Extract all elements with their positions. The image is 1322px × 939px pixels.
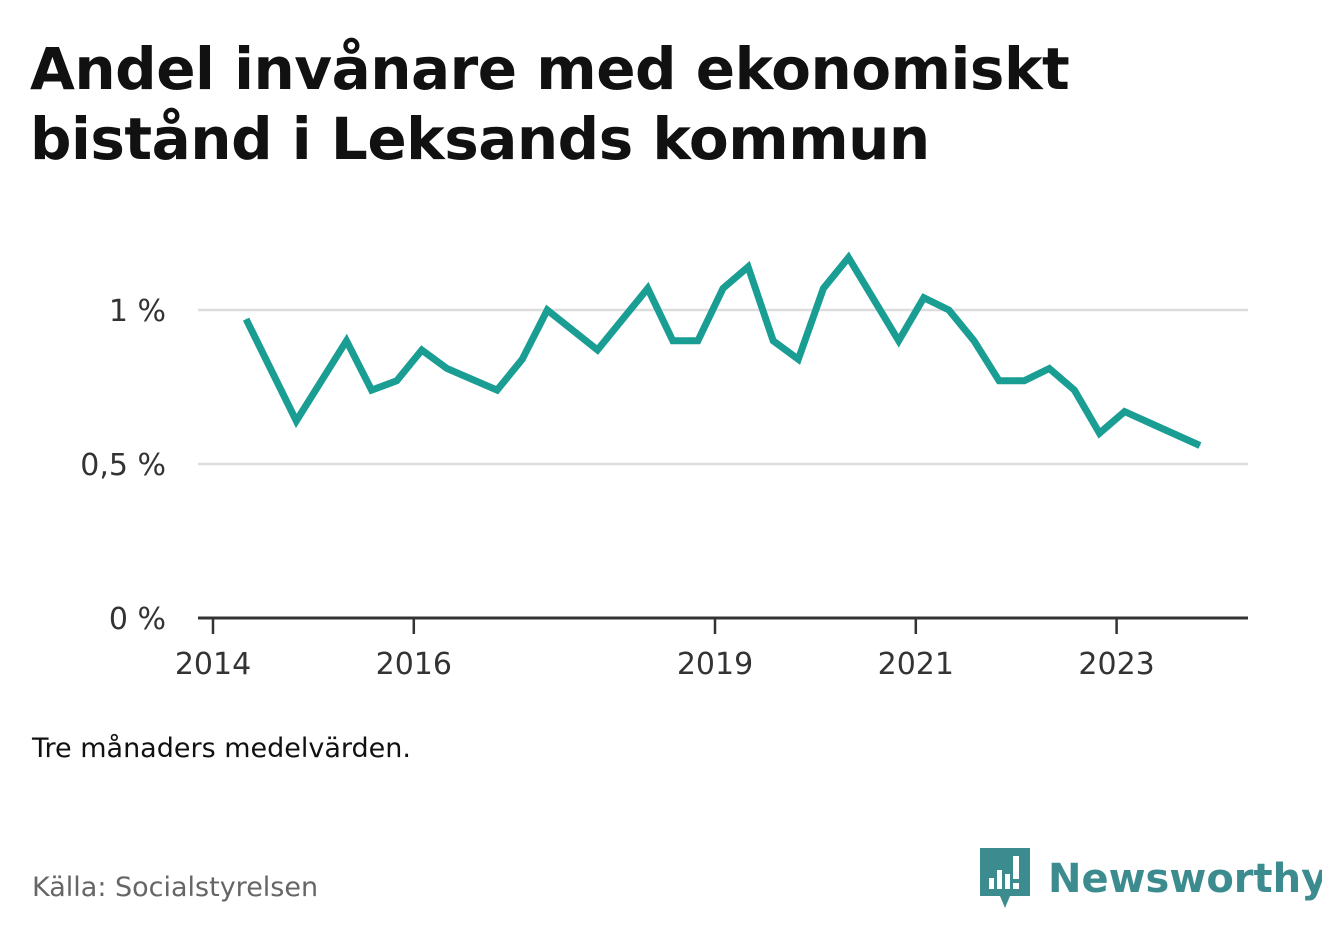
chart-title: Andel invånare med ekonomiskt bistånd i … [30, 35, 1070, 173]
x-tick-label: 2021 [878, 647, 954, 682]
brand-name: Newsworthy [1048, 856, 1322, 902]
line-chart: 0 % 0,5 % 1 % 2014 2016 2019 2021 2023 [80, 251, 1248, 682]
data-point [546, 309, 548, 311]
data-point [647, 287, 649, 289]
data-point [1073, 389, 1075, 391]
brand-logo: Newsworthy [980, 848, 1322, 910]
x-tick-label: 2023 [1078, 647, 1154, 682]
data-point [697, 340, 699, 342]
data-point [998, 380, 1000, 382]
series-line [242, 251, 1202, 449]
series-layer [242, 251, 1202, 449]
y-tick-label: 0,5 % [80, 448, 166, 483]
data-point [521, 358, 523, 360]
x-tick-label: 2014 [175, 647, 251, 682]
x-tick-label: 2016 [376, 647, 452, 682]
data-point [973, 340, 975, 342]
newsworthy-logo-icon [980, 848, 1030, 908]
source-text: Källa: Socialstyrelsen [32, 872, 319, 903]
data-point [245, 318, 247, 320]
data-point [948, 309, 950, 311]
data-point [371, 389, 373, 391]
data-point [848, 257, 849, 259]
data-point [597, 349, 598, 351]
data-point [923, 297, 925, 299]
y-axis-labels: 0 % 0,5 % 1 % [80, 294, 166, 637]
data-point [898, 340, 900, 342]
data-point [295, 420, 297, 422]
data-point [747, 266, 749, 268]
data-point [446, 368, 448, 369]
data-point [822, 287, 824, 289]
data-point [1048, 368, 1050, 369]
data-point [396, 380, 398, 382]
data-point [672, 340, 674, 342]
data-point [421, 349, 423, 351]
data-point [1199, 445, 1201, 446]
data-point [346, 340, 347, 342]
data-point [1023, 380, 1025, 382]
x-axis [198, 616, 1248, 634]
y-tick-label: 0 % [109, 602, 166, 637]
x-axis-labels: 2014 2016 2019 2021 2023 [175, 647, 1155, 682]
data-point [1124, 411, 1126, 413]
chart-note: Tre månaders medelvärden. [32, 733, 411, 764]
x-tick-label: 2019 [677, 647, 753, 682]
data-point [797, 358, 799, 360]
data-point [1099, 432, 1100, 434]
gridlines [198, 308, 1248, 466]
data-point [722, 287, 724, 289]
data-point [496, 389, 498, 391]
y-tick-label: 1 % [109, 294, 166, 329]
data-point [772, 340, 774, 342]
